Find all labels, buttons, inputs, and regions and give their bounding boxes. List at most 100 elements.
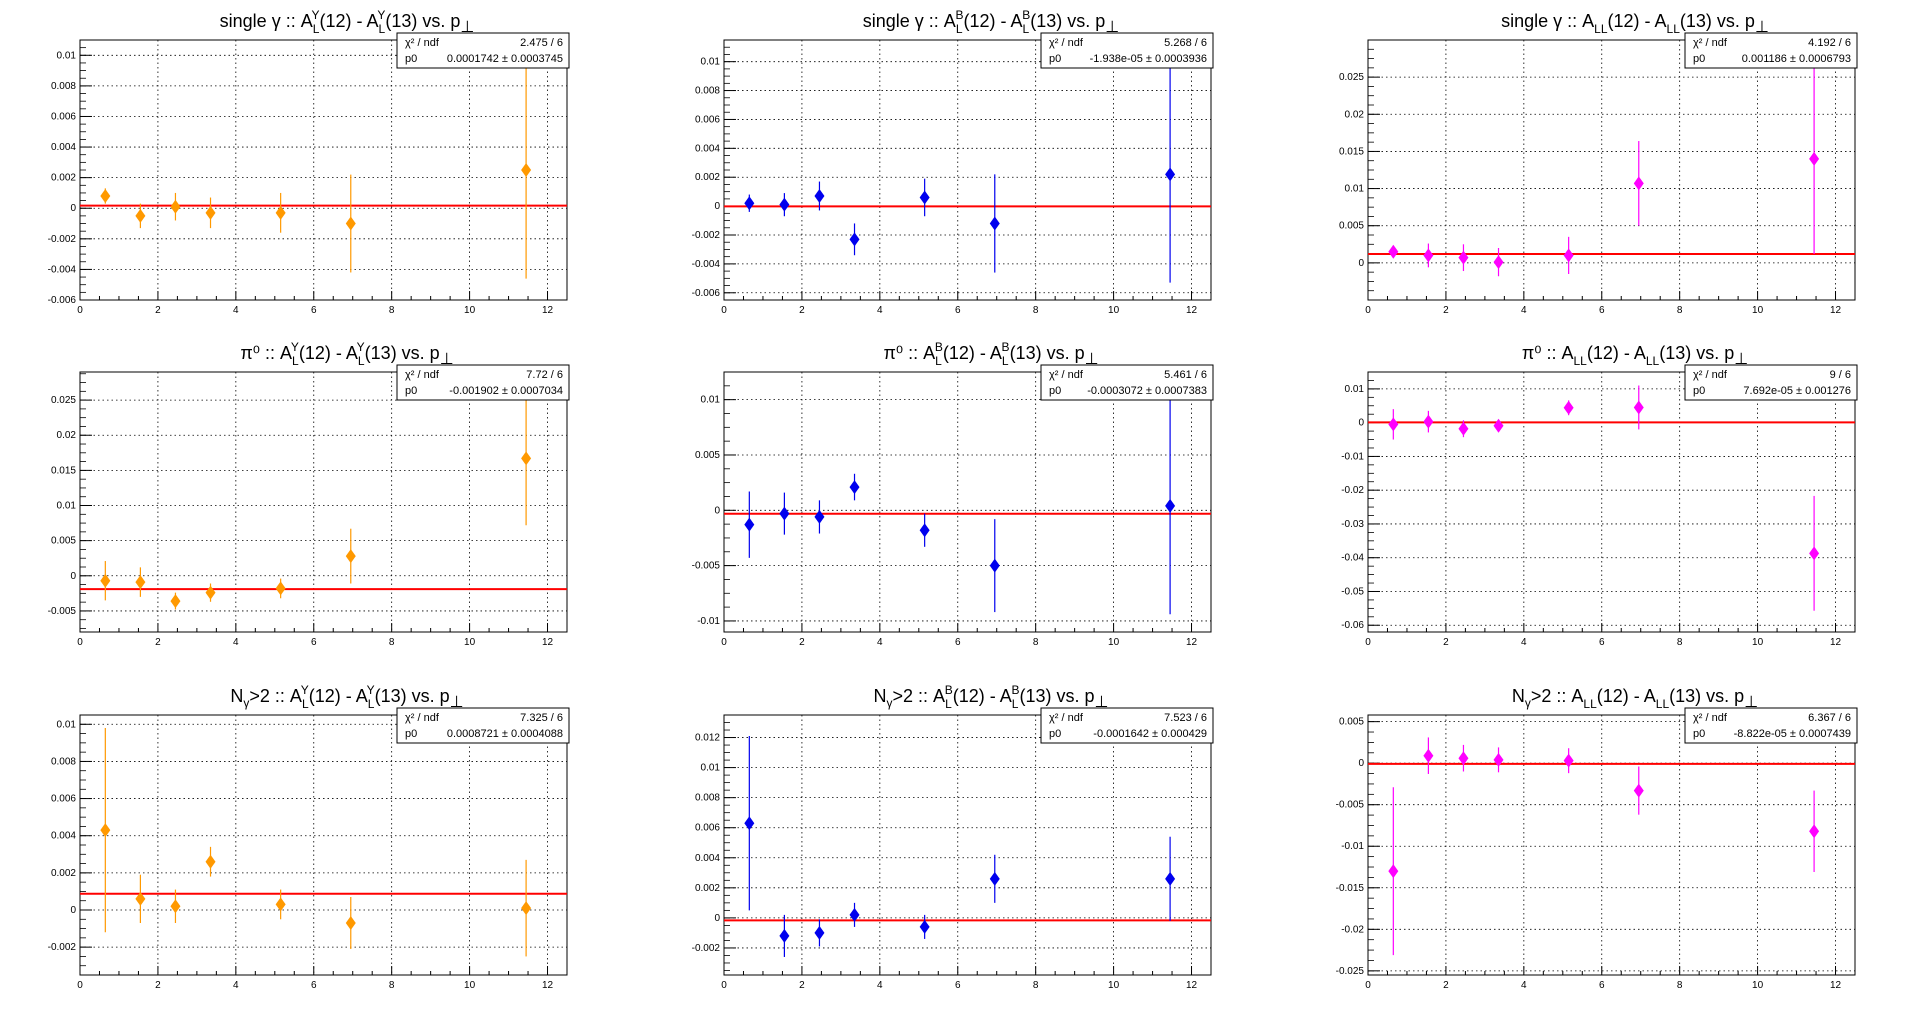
y-tick-label: -0.006 xyxy=(692,288,721,299)
data-point xyxy=(1458,250,1469,265)
y-tick-label: 0.025 xyxy=(1339,72,1364,83)
stats-box xyxy=(1040,707,1214,744)
stats-p0-value: -0.0001642 ± 0.000429 xyxy=(1093,728,1207,740)
data-point xyxy=(135,891,146,906)
y-tick-label: -0.006 xyxy=(48,295,77,306)
x-tick-label: 4 xyxy=(233,637,239,648)
stats-chi2-value: 6.367 / 6 xyxy=(1808,712,1851,724)
data-point xyxy=(521,451,532,466)
data-point xyxy=(989,558,1000,573)
x-tick-label: 12 xyxy=(542,980,554,991)
y-tick-label: 0.008 xyxy=(51,81,76,92)
x-tick-label: 2 xyxy=(799,980,805,991)
data-point xyxy=(1458,421,1469,436)
stats-p0-value: -0.0003072 ± 0.0007383 xyxy=(1087,385,1207,397)
data-point xyxy=(1165,498,1176,513)
y-tick-label: 0.002 xyxy=(695,172,720,183)
y-tick-label: 0.01 xyxy=(1345,384,1365,395)
y-tick-label: 0.004 xyxy=(51,831,76,842)
stats-chi2-label: χ² / ndf xyxy=(1049,712,1084,724)
y-tick-label: 0.005 xyxy=(51,536,76,547)
x-tick-label: 10 xyxy=(1108,305,1120,316)
y-tick-label: -0.01 xyxy=(697,616,720,627)
x-tick-label: 4 xyxy=(877,305,883,316)
x-tick-label: 10 xyxy=(464,637,476,648)
y-tick-label: -0.004 xyxy=(692,259,721,270)
data-point xyxy=(1493,255,1504,270)
data-point xyxy=(275,897,286,912)
y-tick-label: 0.005 xyxy=(1339,221,1364,232)
y-tick-label: 0 xyxy=(70,203,76,214)
data-point xyxy=(989,216,1000,231)
x-tick-label: 12 xyxy=(1830,980,1842,991)
x-tick-label: 4 xyxy=(877,637,883,648)
stats-p0-value: -8.822e-05 ± 0.0007439 xyxy=(1734,728,1851,740)
y-tick-label: 0.01 xyxy=(701,57,721,68)
y-tick-label: -0.01 xyxy=(1341,451,1364,462)
x-tick-label: 2 xyxy=(1443,637,1449,648)
data-point xyxy=(1493,752,1504,767)
plot-frame xyxy=(1367,371,1856,633)
y-tick-label: -0.005 xyxy=(692,561,721,572)
chart-title: π⁰ :: ALY(12) - ALY(13) vs. p⊥ xyxy=(240,340,453,368)
stats-chi2-value: 7.325 / 6 xyxy=(520,712,563,724)
data-point xyxy=(1423,748,1434,763)
x-tick-label: 4 xyxy=(877,980,883,991)
y-tick-label: 0.02 xyxy=(57,430,77,441)
x-tick-label: 12 xyxy=(1186,980,1198,991)
x-tick-label: 0 xyxy=(721,980,727,991)
data-point xyxy=(1809,546,1820,561)
data-point xyxy=(100,189,111,203)
data-point xyxy=(100,823,111,838)
stats-chi2-label: χ² / ndf xyxy=(1693,712,1728,724)
stats-box xyxy=(1040,364,1214,401)
x-tick-label: 4 xyxy=(233,305,239,316)
stats-box xyxy=(1684,707,1858,744)
x-tick-label: 6 xyxy=(1599,305,1605,316)
y-tick-label: -0.05 xyxy=(1341,586,1364,597)
y-tick-label: 0.004 xyxy=(695,853,720,864)
x-tick-label: 0 xyxy=(721,305,727,316)
stats-p0-value: -1.938e-05 ± 0.0003936 xyxy=(1090,53,1207,65)
x-tick-label: 10 xyxy=(464,980,476,991)
y-tick-label: 0.008 xyxy=(695,86,720,97)
plot-frame xyxy=(1367,714,1856,976)
x-tick-label: 2 xyxy=(1443,305,1449,316)
chart-title: single γ :: ALY(12) - ALY(13) vs. p⊥ xyxy=(220,8,475,36)
stats-chi2-label: χ² / ndf xyxy=(405,369,440,381)
x-tick-label: 4 xyxy=(1521,980,1527,991)
data-point xyxy=(779,928,790,943)
y-tick-label: 0 xyxy=(714,201,720,212)
data-point xyxy=(1563,753,1574,768)
x-tick-label: 0 xyxy=(721,637,727,648)
stats-chi2-value: 7.523 / 6 xyxy=(1164,712,1207,724)
stats-chi2-value: 2.475 / 6 xyxy=(520,37,563,49)
stats-p0-value: 7.692e-05 ± 0.001276 xyxy=(1743,385,1851,397)
x-tick-label: 2 xyxy=(1443,980,1449,991)
chart-title: Nγ>2 :: ALL(12) - ALL(13) vs. p⊥ xyxy=(1512,686,1758,711)
stats-p0-value: 0.001186 ± 0.0006793 xyxy=(1742,53,1851,65)
x-tick-label: 0 xyxy=(77,980,83,991)
y-tick-label: 0.005 xyxy=(1339,717,1364,728)
chart-panel: 0 2 4 6 8 10 12 -0.06 -0.05 -0.04 -0.03 -0.02 -0.01 0… xyxy=(1341,343,1858,648)
y-tick-label: -0.002 xyxy=(48,234,77,245)
stats-p0-label: p0 xyxy=(405,385,417,397)
data-point xyxy=(989,871,1000,886)
data-point xyxy=(135,575,146,590)
x-tick-label: 8 xyxy=(389,637,395,648)
plot-frame xyxy=(79,39,568,301)
x-tick-label: 4 xyxy=(1521,305,1527,316)
x-tick-label: 12 xyxy=(1830,305,1842,316)
y-tick-label: 0.012 xyxy=(695,733,720,744)
y-tick-label: -0.004 xyxy=(48,264,77,275)
data-point xyxy=(521,163,532,177)
x-tick-label: 10 xyxy=(1752,637,1764,648)
y-tick-label: 0.025 xyxy=(51,395,76,406)
stats-p0-label: p0 xyxy=(1049,53,1061,65)
y-tick-label: 0.004 xyxy=(51,142,76,153)
stats-chi2-value: 9 / 6 xyxy=(1830,369,1851,381)
data-point xyxy=(1809,151,1820,166)
y-tick-label: 0.01 xyxy=(1345,184,1365,195)
y-tick-label: 0.01 xyxy=(701,395,721,406)
